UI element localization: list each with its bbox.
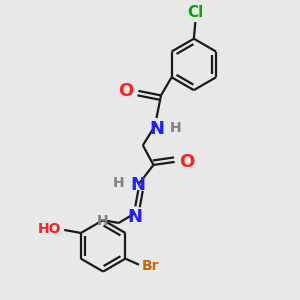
Text: HO: HO — [38, 222, 61, 236]
Text: Br: Br — [142, 259, 160, 273]
Text: O: O — [118, 82, 134, 100]
Text: H: H — [170, 121, 182, 134]
Text: Cl: Cl — [187, 5, 203, 20]
Text: H: H — [97, 214, 108, 229]
Text: N: N — [149, 120, 164, 138]
Text: H: H — [113, 176, 125, 190]
Text: N: N — [128, 208, 143, 226]
Text: N: N — [131, 176, 146, 194]
Text: O: O — [179, 153, 194, 171]
